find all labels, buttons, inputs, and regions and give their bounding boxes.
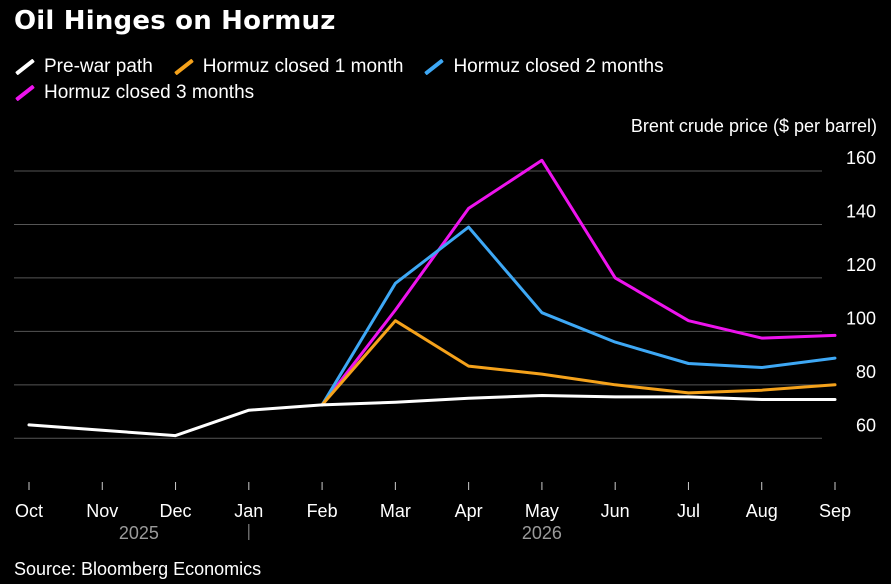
- x-tick-label: Apr: [455, 501, 483, 521]
- legend-item-1-month: Hormuz closed 1 month: [173, 56, 404, 78]
- x-tick-label: Jun: [601, 501, 630, 521]
- legend-label-pre-war: Pre-war path: [44, 56, 153, 77]
- x-tick-label: Oct: [15, 501, 43, 521]
- y-tick-label: 160: [846, 148, 876, 168]
- legend-row: Hormuz closed 3 months: [14, 80, 774, 106]
- legend: Pre-war path Hormuz closed 1 month Hormu…: [14, 54, 774, 106]
- y-tick-label: 140: [846, 201, 876, 221]
- x-tick-label: Nov: [86, 501, 118, 521]
- x-tick-label: May: [525, 501, 559, 521]
- legend-row: Pre-war path Hormuz closed 1 month Hormu…: [14, 54, 774, 80]
- legend-item-3-months: Hormuz closed 3 months: [14, 82, 254, 104]
- year-label: 2025: [119, 523, 159, 543]
- year-label: 2026: [522, 523, 562, 543]
- series-line-hormuz-closed-2-months: [320, 225, 837, 407]
- x-tick-label: Sep: [819, 501, 851, 521]
- x-tick-label: Dec: [160, 501, 192, 521]
- legend-item-2-months: Hormuz closed 2 months: [423, 56, 664, 78]
- x-tick-label: Aug: [746, 501, 778, 521]
- series-line-pre-war-path: [27, 394, 837, 438]
- x-tick-label: Jan: [234, 501, 263, 521]
- x-tick-label: Feb: [307, 501, 338, 521]
- legend-item-pre-war: Pre-war path: [14, 56, 153, 78]
- x-tick-label: Jul: [677, 501, 700, 521]
- legend-label-2-months: Hormuz closed 2 months: [453, 56, 664, 77]
- x-tick-label: Mar: [380, 501, 411, 521]
- chart-title: Oil Hinges on Hormuz: [14, 6, 336, 36]
- legend-label-3-months: Hormuz closed 3 months: [44, 82, 255, 103]
- y-tick-label: 100: [846, 308, 876, 328]
- y-tick-label: 80: [856, 362, 876, 382]
- source-note: Source: Bloomberg Economics: [14, 559, 262, 579]
- series-line-hormuz-closed-3-months: [320, 158, 837, 407]
- y-axis-unit-label: Brent crude price ($ per barrel): [630, 116, 877, 136]
- y-tick-label: 120: [846, 255, 876, 275]
- series-line-hormuz-closed-1-month: [320, 319, 837, 407]
- legend-label-1-month: Hormuz closed 1 month: [202, 56, 404, 77]
- y-tick-label: 60: [856, 415, 876, 435]
